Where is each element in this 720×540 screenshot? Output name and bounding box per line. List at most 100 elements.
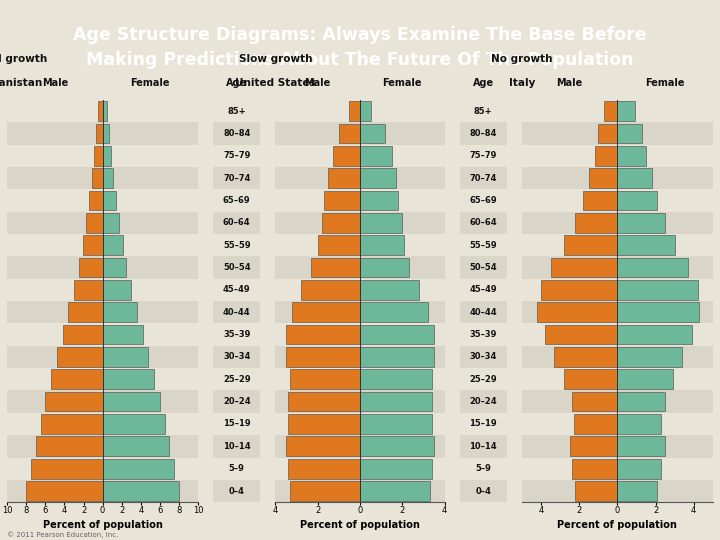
Bar [575,213,617,233]
Bar [360,302,428,322]
Bar [103,325,143,345]
Bar [460,301,507,323]
Bar [275,145,444,167]
Bar [522,457,713,480]
Bar [103,280,131,300]
Bar [213,368,260,390]
Bar [360,235,405,255]
Bar [460,122,507,145]
Bar [275,323,444,346]
Bar [86,213,103,233]
X-axis label: Percent of population: Percent of population [557,519,678,530]
Bar [7,413,198,435]
Bar [288,459,360,478]
Text: 5–9: 5–9 [229,464,245,473]
Bar [275,390,444,413]
Bar [7,368,198,390]
Bar [103,392,160,411]
Text: 5–9: 5–9 [475,464,491,473]
Bar [292,302,360,322]
Bar [360,124,385,143]
Text: 60–64: 60–64 [469,218,497,227]
Bar [92,168,103,188]
Bar [617,369,672,389]
Bar [522,256,713,279]
Bar [103,191,116,210]
Bar [617,302,699,322]
Bar [617,146,646,166]
Text: United States: United States [235,78,315,88]
Bar [460,390,507,413]
Bar [213,256,260,279]
Bar [213,234,260,256]
Bar [360,258,409,278]
Bar [460,480,507,502]
Bar [598,124,617,143]
Bar [551,258,617,278]
Bar [574,414,617,434]
Text: 30–34: 30–34 [469,353,497,361]
Bar [7,301,198,323]
Bar [103,347,148,367]
Bar [460,212,507,234]
Bar [103,168,113,188]
Text: 85+: 85+ [474,106,492,116]
Bar [360,146,392,166]
Bar [360,347,434,367]
Text: Afghanistan: Afghanistan [0,78,42,88]
Text: Male: Male [305,78,330,87]
Bar [522,212,713,234]
Bar [74,280,103,300]
Bar [103,235,122,255]
Bar [460,435,507,457]
Bar [103,146,111,166]
Bar [275,346,444,368]
Bar [7,122,198,145]
Bar [7,145,198,167]
Text: 50–54: 50–54 [223,263,251,272]
Bar [460,457,507,480]
Bar [460,256,507,279]
Bar [360,414,432,434]
Bar [275,480,444,502]
Bar [290,369,360,389]
Bar [7,190,198,212]
Bar [288,392,360,411]
Bar [360,191,398,210]
Bar [311,258,360,278]
Bar [275,256,444,279]
Bar [522,122,713,145]
Bar [572,459,617,478]
Bar [275,435,444,457]
Bar [286,325,360,345]
Bar [103,213,119,233]
Bar [275,167,444,190]
Text: 70–74: 70–74 [223,174,251,183]
Bar [89,191,103,210]
Text: 20–24: 20–24 [223,397,251,406]
Bar [522,346,713,368]
Bar [522,390,713,413]
Text: Age Structure Diagrams: Always Examine The Base Before
Making Predictions About : Age Structure Diagrams: Always Examine T… [73,26,647,69]
Bar [583,191,617,210]
Bar [7,346,198,368]
Bar [522,234,713,256]
Bar [213,122,260,145]
Bar [68,302,103,322]
Text: 20–24: 20–24 [469,397,497,406]
Text: Male: Male [42,78,68,87]
Bar [36,436,103,456]
Bar [617,101,634,121]
Bar [45,392,103,411]
Text: 70–74: 70–74 [469,174,497,183]
Bar [554,347,617,367]
Bar [360,213,402,233]
Text: Female: Female [382,78,422,87]
Bar [7,100,198,122]
Bar [103,258,127,278]
Text: 50–54: 50–54 [469,263,497,272]
Bar [213,279,260,301]
Bar [213,435,260,457]
Bar [318,235,360,255]
Bar [103,459,174,478]
